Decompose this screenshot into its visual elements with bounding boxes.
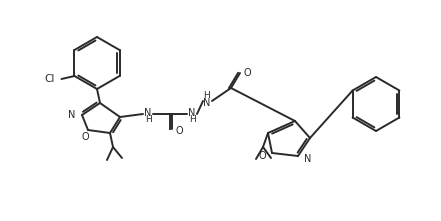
Text: O: O bbox=[258, 151, 266, 161]
Text: Cl: Cl bbox=[44, 74, 55, 84]
Text: N: N bbox=[67, 110, 75, 120]
Text: N: N bbox=[304, 154, 311, 164]
Text: O: O bbox=[81, 132, 89, 142]
Text: N: N bbox=[203, 98, 211, 108]
Text: N: N bbox=[144, 108, 152, 118]
Text: O: O bbox=[243, 68, 250, 78]
Text: N: N bbox=[188, 108, 196, 118]
Text: O: O bbox=[175, 126, 183, 136]
Text: H: H bbox=[204, 91, 210, 101]
Text: H: H bbox=[145, 114, 151, 124]
Text: H: H bbox=[189, 114, 195, 124]
